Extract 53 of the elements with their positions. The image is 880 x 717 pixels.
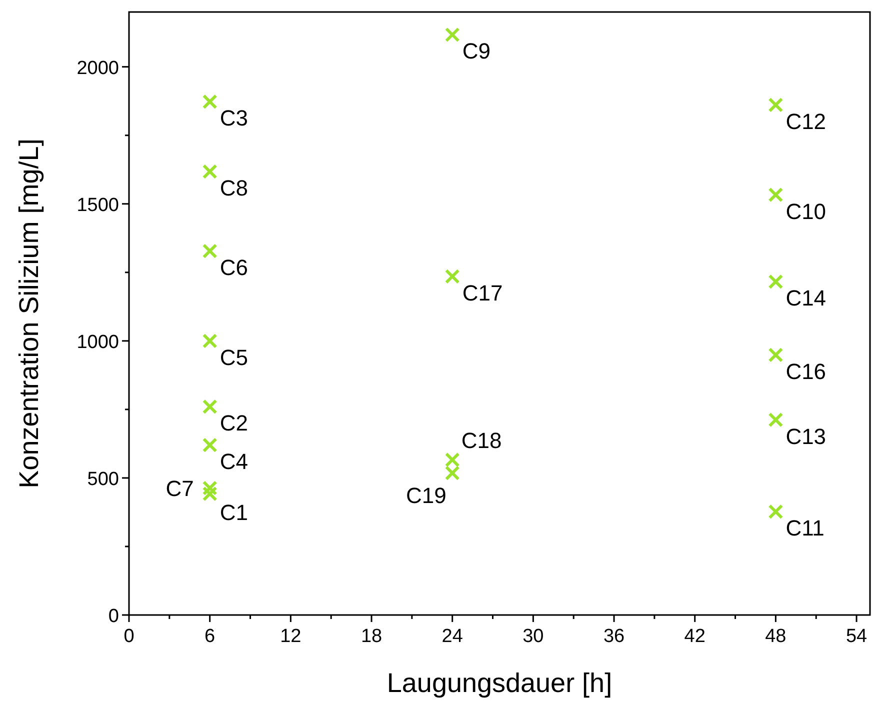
annotation: C8 [220,176,248,201]
annotation: C10 [786,198,826,224]
annotation: C19 [406,483,446,508]
point [444,452,460,468]
point [202,438,218,453]
point [768,412,784,428]
point [202,399,218,414]
annotation: C9 [462,38,490,64]
x-tick-label: 24 [442,626,464,647]
x-tick-label: 12 [280,626,302,647]
point [444,27,460,42]
x-tick-label: 18 [360,626,382,647]
x-tick-label: 36 [603,626,625,647]
x-axis-title: Laugungsdauer [h] [386,668,612,698]
annotation: C16 [786,358,826,384]
point [202,164,218,180]
annotation: C11 [786,516,824,541]
y-tick-label: 2000 [76,58,119,79]
annotation: C2 [220,410,248,436]
point [202,244,218,259]
x-tick-label: 6 [204,626,216,647]
annotation: C3 [220,106,248,131]
point [768,187,784,202]
point [768,274,784,290]
annotation: C6 [220,255,248,280]
annotation: C1 [220,500,248,525]
point [768,347,784,362]
annotation: C13 [786,424,826,449]
annotation: C4 [220,449,248,474]
annotation: C14 [786,286,826,311]
annotation: C12 [786,108,826,134]
y-tick-label: 1500 [76,194,119,216]
annotation: C5 [220,344,248,370]
annotation: C7 [166,476,194,502]
x-tick-label: 48 [765,626,786,647]
y-tick-label: 1000 [76,332,119,353]
x-tick-label: 30 [522,626,544,647]
point [202,480,218,496]
annotation: C17 [462,280,503,306]
x-tick-label: 54 [846,626,868,647]
point [444,466,460,481]
y-tick-label: 0 [108,606,119,627]
x-tick-label: 42 [684,626,706,647]
x-tick-label: 0 [124,626,134,647]
point [444,269,460,284]
point [202,94,218,110]
point [202,333,218,348]
y-axis-title: Konzentration Silizium [mg/L] [14,138,44,488]
point [768,97,784,112]
point [768,504,784,520]
point [202,486,218,502]
annotation: C18 [461,428,502,453]
y-tick-label: 500 [87,468,119,490]
